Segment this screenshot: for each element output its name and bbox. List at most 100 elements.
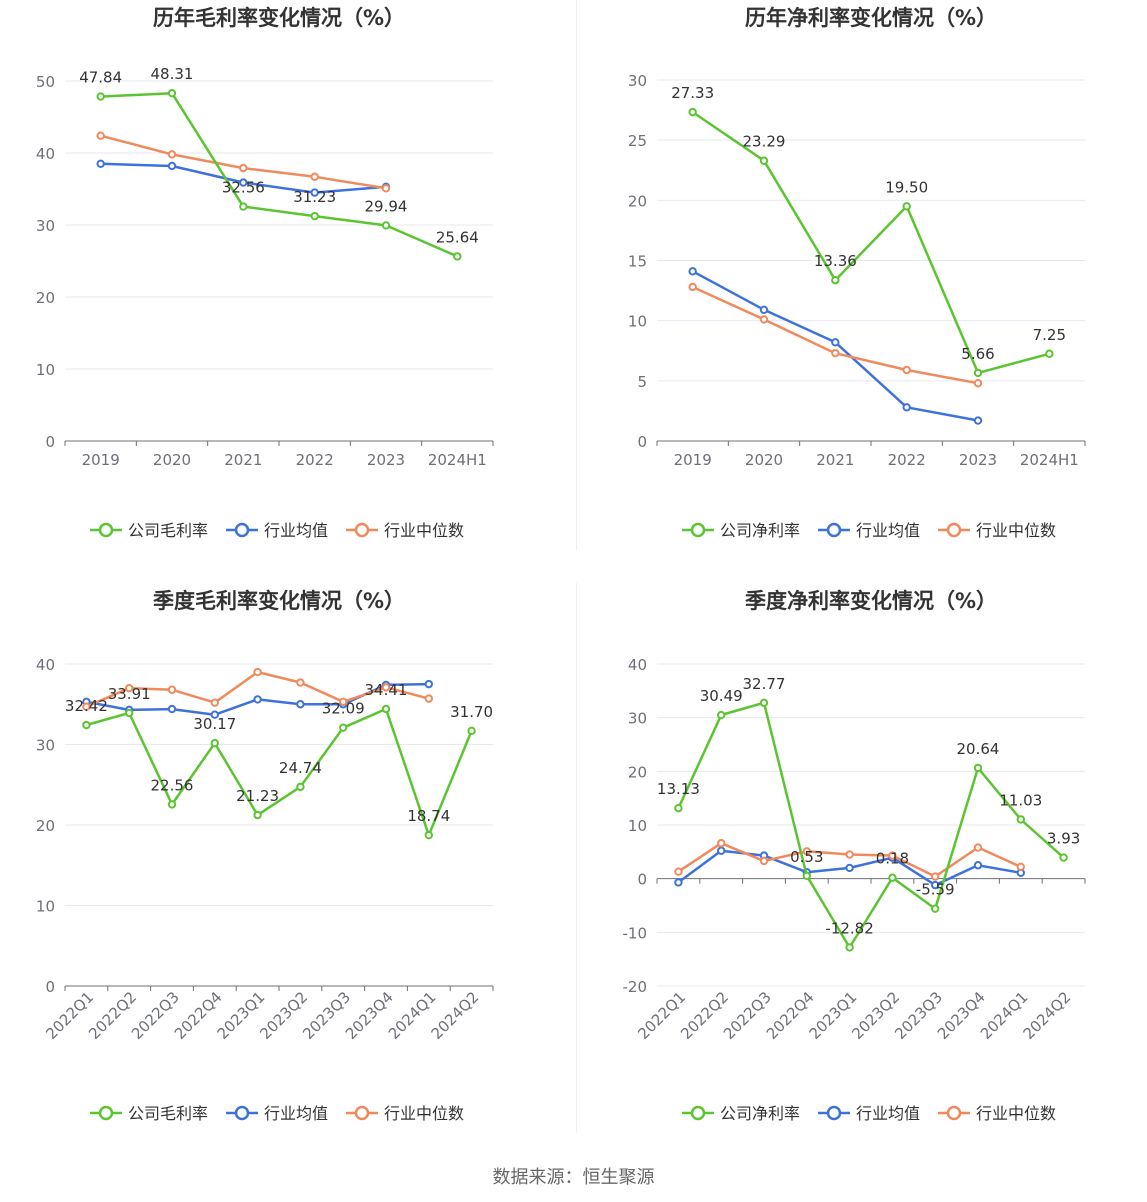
data-point-industry_avg: [96, 159, 105, 169]
y-tick-label: -10: [623, 924, 648, 942]
chart-title: 历年毛利率变化情况（%）: [153, 6, 405, 30]
data-point-company: [1045, 349, 1054, 358]
data-point-company: [310, 211, 319, 221]
y-tick-label: -20: [623, 978, 648, 996]
legend-label: 行业中位数: [976, 521, 1056, 540]
data-point-company: [239, 202, 248, 211]
data-point-industry_median: [831, 348, 840, 358]
data-label: 32.42: [65, 697, 108, 715]
legend-marker: [98, 522, 114, 538]
data-label: 0.53: [790, 848, 823, 866]
legend-marker: [98, 1105, 114, 1121]
x-tick-label: 2024Q2: [1020, 988, 1075, 1043]
series-line-company: [86, 707, 473, 837]
legend-marker: [354, 1105, 370, 1121]
data-point-industry_median: [424, 694, 433, 703]
data-point-industry_median: [82, 702, 91, 711]
data-label: 25.64: [436, 228, 479, 246]
y-tick-label: 50: [36, 73, 55, 91]
data-point-company: [831, 276, 840, 285]
data-point-industry_median: [688, 282, 697, 292]
y-tick-label: 30: [628, 710, 647, 728]
y-tick-label: 5: [637, 373, 647, 391]
data-label: 33.91: [108, 685, 151, 703]
legend-label: 行业中位数: [384, 1104, 464, 1123]
data-point-industry_median: [310, 172, 319, 181]
data-point-company: [973, 763, 983, 773]
series-line-company: [677, 701, 1065, 949]
data-point-company: [759, 698, 769, 708]
data-point-industry_median: [339, 697, 348, 707]
data-label: 47.84: [79, 69, 122, 87]
annual-net-margin-chart: 历年净利率变化情况（%） 0 5 10 15 20 25 30 2019 2020 2021 2022…: [574, 0, 1147, 583]
divider-bottom: [576, 583, 577, 1133]
y-tick-label: 15: [628, 253, 647, 271]
y-tick-label: 20: [36, 817, 55, 835]
legend-marker: [690, 522, 706, 538]
data-point-industry_median: [973, 843, 983, 852]
legend-item: 行业中位数: [938, 521, 1056, 540]
y-tick-label: 30: [36, 217, 55, 235]
data-label: 3.93: [1047, 830, 1080, 848]
data-point-industry_median: [239, 163, 248, 173]
y-tick-label: 0: [637, 433, 647, 451]
x-tick-label: 2023: [367, 451, 405, 469]
data-point-industry_avg: [424, 679, 433, 689]
data-point-industry_median: [1016, 862, 1025, 872]
legend-label: 行业中位数: [976, 1104, 1056, 1123]
data-point-industry_avg: [167, 704, 177, 714]
x-tick-label: 2019: [82, 451, 120, 469]
data-point-company: [688, 107, 697, 117]
data-point-industry_avg: [239, 178, 248, 187]
data-label: 30.49: [700, 687, 743, 705]
data-point-company: [717, 710, 726, 720]
data-point-industry_median: [802, 847, 812, 856]
data-point-company: [167, 88, 177, 98]
data-label: 34.41: [365, 681, 408, 699]
legend-item: 行业均值: [226, 521, 328, 540]
data-point-industry_avg: [296, 700, 305, 709]
data-label: 31.70: [450, 703, 493, 721]
legend-marker: [826, 522, 842, 538]
y-tick-label: 10: [628, 817, 647, 835]
data-point-company: [253, 810, 262, 820]
data-point-industry_avg: [973, 861, 983, 870]
data-label: -5.59: [916, 881, 955, 899]
data-point-industry_avg: [688, 267, 697, 276]
legend-label: 公司净利率: [720, 1104, 800, 1123]
y-tick-label: 0: [637, 871, 647, 889]
data-point-industry_avg: [973, 416, 983, 425]
data-point-company: [674, 804, 683, 813]
data-point-company: [424, 830, 433, 840]
data-label: 30.17: [193, 715, 236, 733]
legend-item: 行业均值: [818, 521, 920, 540]
data-point-industry_median: [381, 683, 391, 692]
data-label: 29.94: [365, 197, 408, 215]
data-label: -12.82: [825, 919, 873, 937]
data-label: 0.18: [876, 850, 909, 868]
legend-item: 行业中位数: [938, 1104, 1056, 1123]
data-label: 24.74: [279, 759, 322, 777]
y-tick-label: 40: [36, 145, 55, 163]
data-point-industry_avg: [902, 403, 911, 412]
data-point-company: [802, 871, 812, 881]
data-label: 48.31: [151, 65, 194, 83]
legend-item: 行业中位数: [346, 1104, 464, 1123]
legend-item: 公司毛利率: [90, 521, 208, 540]
quarterly-gross-margin-chart: 季度毛利率变化情况（%） 0 10 20 30 40 2022Q1 2022Q2 2022Q3 2…: [0, 583, 573, 1166]
data-label: 11.03: [999, 791, 1042, 809]
x-tick-label: 2019: [674, 451, 712, 469]
data-label: 32.09: [322, 700, 365, 718]
y-tick-label: 40: [628, 656, 647, 674]
data-point-industry_median: [717, 839, 726, 848]
y-tick-label: 0: [45, 978, 55, 996]
data-point-industry_avg: [717, 846, 726, 855]
data-point-industry_avg: [210, 710, 220, 719]
legend-label: 公司毛利率: [128, 1104, 208, 1123]
x-tick-label: 2021: [224, 451, 262, 469]
legend-label: 行业均值: [856, 1104, 920, 1123]
y-tick-label: 10: [36, 361, 55, 379]
data-point-company: [381, 704, 391, 714]
data-label: 20.64: [957, 740, 1000, 758]
legend-marker: [690, 1105, 706, 1121]
